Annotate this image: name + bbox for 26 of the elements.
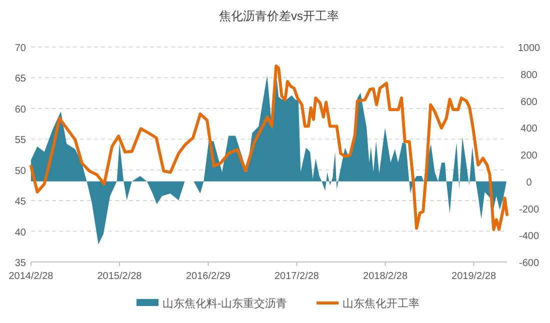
x-tick-label: 2015/2/28 [97,271,142,282]
y2-tick-label: 800 [520,70,538,81]
chart-title: 焦化沥青价差vs开工率 [219,9,339,23]
y-tick-label: 45 [14,196,26,208]
y2-tick-label: -600 [518,258,540,269]
y2-tick-label: -400 [518,231,540,242]
y2-tick-label: 400 [520,124,538,135]
y2-tick-label: 200 [520,150,538,162]
y2-tick-label: -200 [518,204,540,216]
y2-tick-label: 0 [526,177,532,188]
x-tick-label: 2018/2/28 [363,271,408,282]
y-tick-label: 35 [14,258,26,269]
y2-tick-label: 1000 [518,43,541,54]
legend-label: 山东焦化开工率 [342,297,420,310]
y-tick-label: 65 [14,74,26,85]
y-tick-label: 70 [14,43,26,54]
x-tick-label: 2019/2/28 [452,271,496,282]
y-tick-label: 55 [14,135,26,146]
y-tick-label: 60 [14,104,26,116]
legend-label: 山东焦化料-山东重交沥青 [162,297,288,310]
y2-tick-label: 600 [520,96,538,108]
x-tick-label: 2014/2/28 [8,271,54,282]
x-tick-label: 2017/2/28 [274,271,320,282]
y-tick-label: 40 [14,227,26,238]
y-tick-label: 50 [14,166,26,177]
x-tick-label: 2016/2/29 [186,271,231,282]
